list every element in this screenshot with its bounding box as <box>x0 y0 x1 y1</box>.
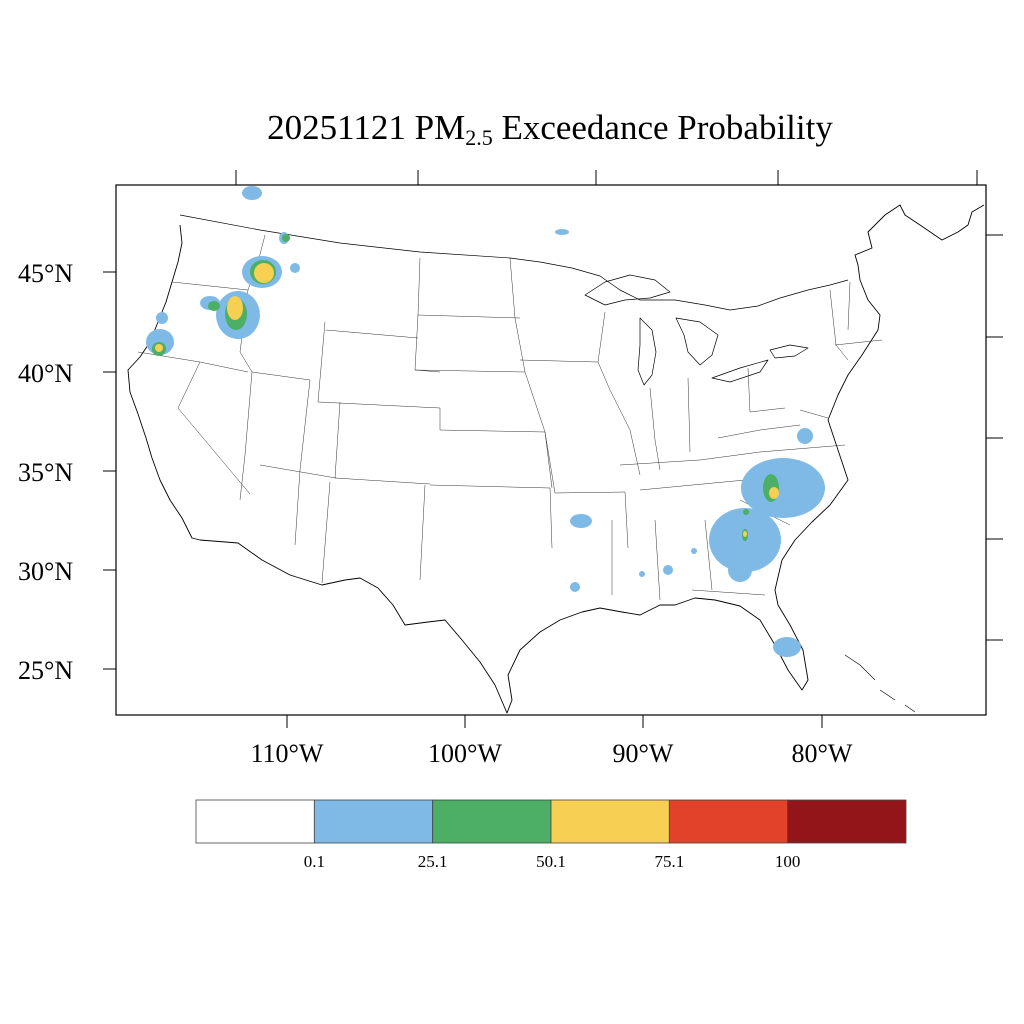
colorbar-label: 0.1 <box>304 852 325 871</box>
bahamas <box>844 654 916 713</box>
canada-border <box>179 214 849 311</box>
colorbar-label: 100 <box>775 852 801 871</box>
colorbar-labels: 0.1 25.1 50.1 75.1 100 <box>304 852 801 871</box>
colorbar-swatch <box>787 799 907 844</box>
us-outline <box>127 204 985 714</box>
lon-labels: 110°W 100°W 90°W 80°W <box>251 739 853 768</box>
probability-areas <box>146 186 825 657</box>
colorbar-label: 25.1 <box>418 852 448 871</box>
lake-superior <box>584 274 671 306</box>
prob-class-50p1 <box>155 263 779 537</box>
lat-label-30: 30°N <box>18 557 73 586</box>
colorbar-swatch <box>195 799 315 844</box>
title-date: 20251121 <box>267 108 406 147</box>
lat-label-45: 45°N <box>18 259 73 288</box>
state-lines <box>137 234 883 601</box>
lon-label-90w: 90°W <box>613 739 674 768</box>
lon-label-80w: 80°W <box>792 739 853 768</box>
lon-label-110w: 110°W <box>251 739 324 768</box>
colorbar-label: 75.1 <box>654 852 684 871</box>
colorbar-label: 50.1 <box>536 852 566 871</box>
graticule-ticks <box>103 170 1003 728</box>
title-pollutant: PM2.5 <box>414 108 493 150</box>
lat-label-25: 25°N <box>18 656 73 685</box>
colorbar-swatch <box>313 799 434 844</box>
lake-michigan <box>637 317 657 386</box>
lat-label-35: 35°N <box>18 458 73 487</box>
lat-label-40: 40°N <box>18 359 73 388</box>
basemap <box>127 204 985 714</box>
title-pollutant-subscript: 2.5 <box>465 125 493 150</box>
map-title: 20251121 PM2.5 Exceedance Probability <box>0 108 1024 151</box>
lake-huron <box>675 317 719 366</box>
lon-label-100w: 100°W <box>428 739 502 768</box>
title-suffix: Exceedance Probability <box>501 108 833 147</box>
colorbar-swatch <box>668 799 789 844</box>
lake-ontario <box>769 344 809 359</box>
colorbar-swatch <box>432 799 552 844</box>
colorbar <box>195 799 907 844</box>
colorbar-swatch <box>550 799 670 844</box>
lake-erie <box>711 359 769 383</box>
lat-labels: 45°N 40°N 35°N 30°N 25°N <box>18 259 73 685</box>
